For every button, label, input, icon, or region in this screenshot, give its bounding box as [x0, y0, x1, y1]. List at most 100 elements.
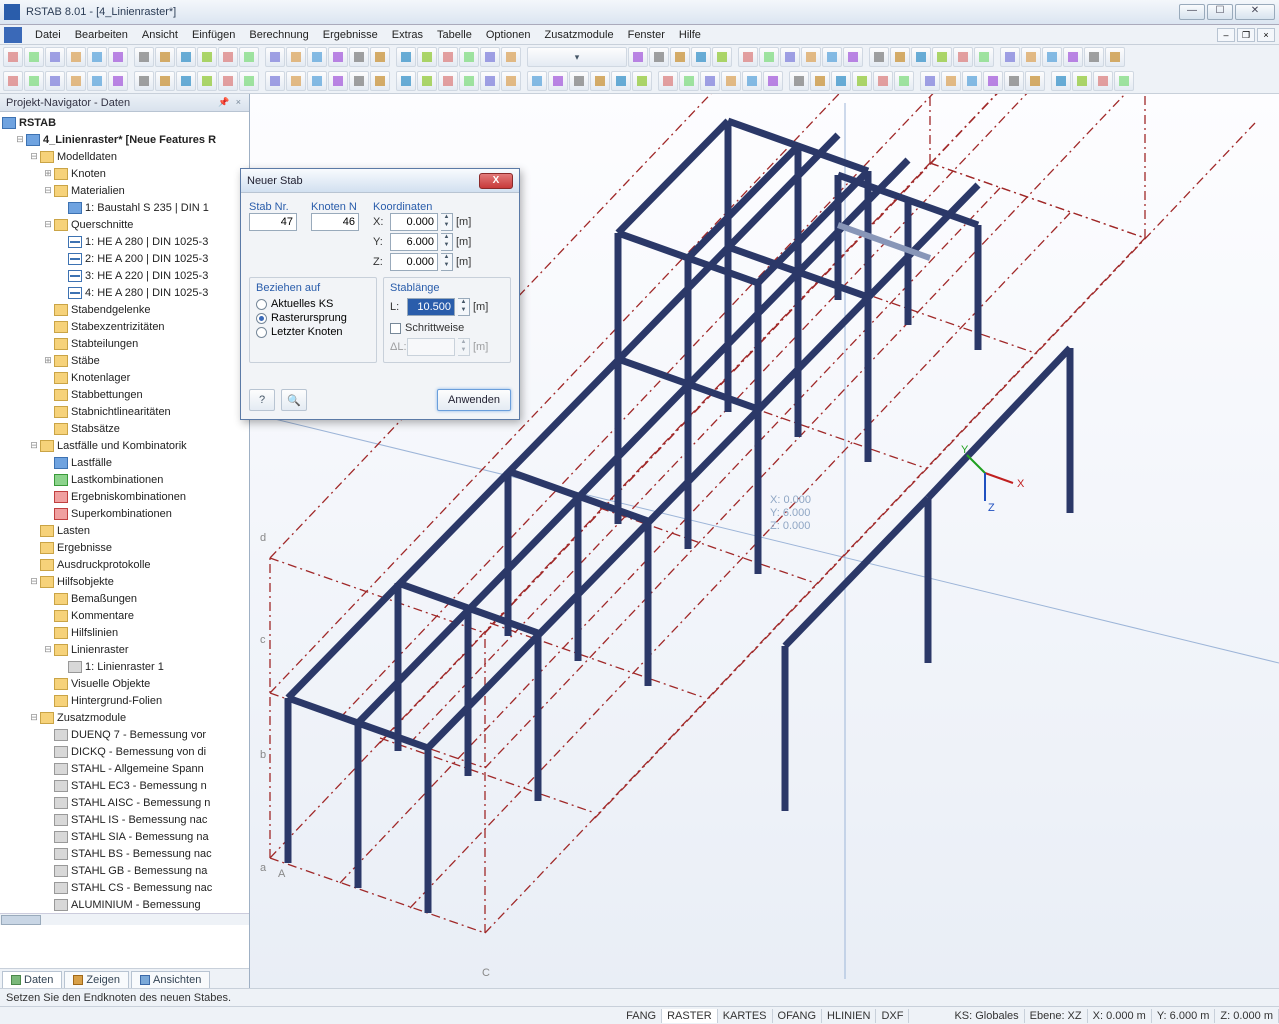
toolbar-button[interactable]: [1114, 71, 1134, 91]
toolbar-button[interactable]: [1093, 71, 1113, 91]
toolbar-button[interactable]: [134, 47, 154, 67]
tab-ansichten[interactable]: Ansichten: [131, 971, 210, 988]
tree-item[interactable]: ⊟Querschnitte: [0, 216, 249, 233]
tree-hscroll[interactable]: [0, 913, 249, 925]
tree-item[interactable]: 1: Baustahl S 235 | DIN 1: [0, 199, 249, 216]
tree-item[interactable]: Visuelle Objekte: [0, 675, 249, 692]
toolbar-button[interactable]: [396, 47, 416, 67]
tree-item[interactable]: 1: Linienraster 1: [0, 658, 249, 675]
tree-item[interactable]: Knotenlager: [0, 369, 249, 386]
tree-item[interactable]: ⊞Knoten: [0, 165, 249, 182]
x-spinner[interactable]: ▲▼: [441, 213, 453, 231]
toolbar-button[interactable]: [45, 47, 65, 67]
toolbar-button[interactable]: [789, 71, 809, 91]
tree-item[interactable]: Lastfälle: [0, 454, 249, 471]
l-spinner[interactable]: ▲▼: [458, 298, 470, 316]
toolbar-button[interactable]: [501, 71, 521, 91]
toolbar-button[interactable]: [134, 71, 154, 91]
toolbar-button[interactable]: [66, 71, 86, 91]
toolbar-button[interactable]: [974, 47, 994, 67]
toolbar-button[interactable]: [527, 71, 547, 91]
tree-item[interactable]: Hilfslinien: [0, 624, 249, 641]
toolbar-button[interactable]: [831, 71, 851, 91]
toolbar-button[interactable]: [239, 47, 259, 67]
toolbar-button[interactable]: [780, 47, 800, 67]
toolbar-button[interactable]: [307, 71, 327, 91]
help-button[interactable]: ?: [249, 389, 275, 411]
toolbar-button[interactable]: [953, 47, 973, 67]
toolbar-button[interactable]: [459, 47, 479, 67]
toolbar-button[interactable]: [590, 71, 610, 91]
menu-item[interactable]: Datei: [28, 27, 68, 43]
tree-item[interactable]: ⊟Materialien: [0, 182, 249, 199]
tree-item[interactable]: ⊟Lastfälle und Kombinatorik: [0, 437, 249, 454]
toolbar-button[interactable]: [691, 47, 711, 67]
toolbar-button[interactable]: [155, 71, 175, 91]
y-spinner[interactable]: ▲▼: [441, 233, 453, 251]
maximize-button[interactable]: ☐: [1207, 4, 1233, 20]
toolbar-button[interactable]: [569, 71, 589, 91]
stab-nr-input[interactable]: [249, 213, 297, 231]
toolbar-button[interactable]: [370, 71, 390, 91]
tree-item[interactable]: ⊟Zusatzmodule: [0, 709, 249, 726]
close-button[interactable]: ✕: [1235, 4, 1275, 20]
tree-item[interactable]: 4: HE A 280 | DIN 1025-3: [0, 284, 249, 301]
tree-item[interactable]: Hintergrund-Folien: [0, 692, 249, 709]
toolbar-button[interactable]: [370, 47, 390, 67]
app-menu-icon[interactable]: [4, 27, 22, 43]
toolbar-button[interactable]: [24, 71, 44, 91]
tree-item[interactable]: STAHL - Allgemeine Spann: [0, 760, 249, 777]
toolbar-button[interactable]: [3, 47, 23, 67]
tree-item[interactable]: STAHL SIA - Bemessung na: [0, 828, 249, 845]
toolbar-button[interactable]: [328, 47, 348, 67]
menu-item[interactable]: Ansicht: [135, 27, 185, 43]
toolbar-button[interactable]: [894, 71, 914, 91]
toolbar-button[interactable]: [649, 47, 669, 67]
menu-item[interactable]: Tabelle: [430, 27, 479, 43]
tree-item[interactable]: Ausdruckprotokolle: [0, 556, 249, 573]
toolbar-button[interactable]: [108, 47, 128, 67]
toolbar-button[interactable]: [176, 71, 196, 91]
tree-item[interactable]: Lastkombinationen: [0, 471, 249, 488]
menu-item[interactable]: Bearbeiten: [68, 27, 135, 43]
toolbar-button[interactable]: [632, 71, 652, 91]
toolbar-button[interactable]: [911, 47, 931, 67]
snap-ofang[interactable]: OFANG: [773, 1009, 823, 1023]
toolbar-button[interactable]: [480, 71, 500, 91]
toolbar-button[interactable]: [738, 47, 758, 67]
dialog-close-button[interactable]: X: [479, 173, 513, 189]
toolbar-button[interactable]: [822, 47, 842, 67]
toolbar-button[interactable]: [1051, 71, 1071, 91]
toolbar-button[interactable]: [239, 71, 259, 91]
toolbar-button[interactable]: [349, 71, 369, 91]
tree-item[interactable]: STAHL CS - Bemessung nac: [0, 879, 249, 896]
toolbar-button[interactable]: [658, 71, 678, 91]
tab-zeigen[interactable]: Zeigen: [64, 971, 129, 988]
toolbar-button[interactable]: [197, 47, 217, 67]
toolbar-button[interactable]: [763, 71, 783, 91]
tree-item[interactable]: Kommentare: [0, 607, 249, 624]
radio-letzter-knoten[interactable]: Letzter Knoten: [256, 326, 370, 338]
menu-item[interactable]: Einfügen: [185, 27, 242, 43]
toolbar-button[interactable]: [852, 71, 872, 91]
tab-daten[interactable]: Daten: [2, 971, 62, 988]
toolbar-button[interactable]: [417, 71, 437, 91]
toolbar-button[interactable]: [176, 47, 196, 67]
toolbar-button[interactable]: [679, 71, 699, 91]
toolbar-button[interactable]: [1084, 47, 1104, 67]
toolbar-button[interactable]: [962, 71, 982, 91]
toolbar-button[interactable]: [983, 71, 1003, 91]
toolbar-button[interactable]: [1004, 71, 1024, 91]
tree-item[interactable]: ⊞Stäbe: [0, 352, 249, 369]
toolbar-button[interactable]: [3, 71, 23, 91]
toolbar-button[interactable]: [1063, 47, 1083, 67]
toolbar-button[interactable]: [628, 47, 648, 67]
schrittweise-checkbox[interactable]: [390, 323, 401, 334]
tree-item[interactable]: ⊟Hilfsobjekte: [0, 573, 249, 590]
tree-item[interactable]: Stabexzentrizitäten: [0, 318, 249, 335]
snap-hlinien[interactable]: HLINIEN: [822, 1009, 876, 1023]
toolbar-button[interactable]: [218, 71, 238, 91]
tree-item[interactable]: STAHL AISC - Bemessung n: [0, 794, 249, 811]
navigator-tree[interactable]: RSTAB ⊟4_Linienraster* [Neue Features R …: [0, 112, 249, 968]
toolbar-button[interactable]: [87, 47, 107, 67]
